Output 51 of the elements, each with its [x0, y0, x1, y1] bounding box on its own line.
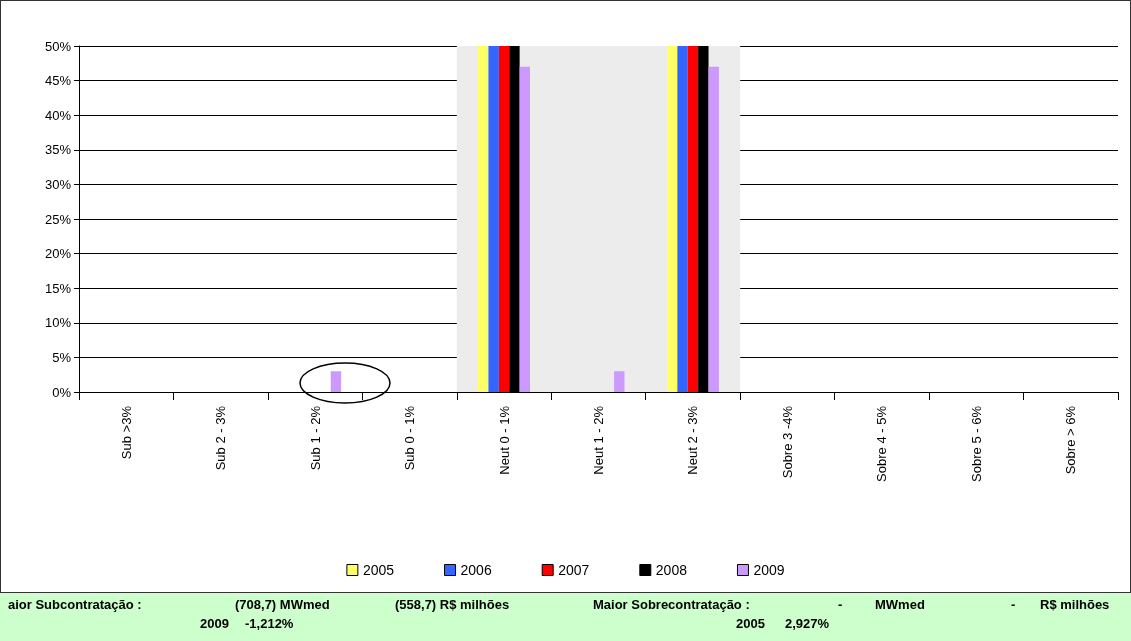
y-tick-label: 10%: [44, 315, 72, 331]
bar: [687, 46, 699, 392]
x-tick-label: Sub 1 - 2%: [307, 405, 323, 471]
x-tick-label: Sobre 4 - 5%: [874, 405, 890, 482]
text: -: [1011, 597, 1016, 612]
bar: [498, 46, 510, 392]
y-tick-label: 50%: [44, 38, 72, 54]
y-tick-label: 20%: [44, 246, 72, 262]
y-tick-label: 25%: [44, 211, 72, 227]
text: MWmed: [875, 597, 925, 612]
legend-label: 2009: [753, 562, 785, 578]
text: (558,7) R$ milhões: [395, 597, 510, 612]
x-tick-label: Neut 2 - 3%: [685, 405, 701, 475]
x-tick-label: Sobre > 6%: [1063, 405, 1079, 475]
x-tick-label: Neut 0 - 1%: [496, 405, 512, 475]
bar: [666, 46, 678, 392]
x-tick-label: Sub >3%: [118, 405, 134, 460]
bar: [698, 46, 709, 392]
text: Maior Sobrecontratação :: [593, 597, 750, 612]
text: 2009: [200, 616, 229, 631]
text: 2005: [736, 616, 765, 631]
legend-label: 2008: [655, 562, 688, 578]
bar: [488, 46, 499, 392]
x-tick-label: Sub 2 - 3%: [213, 405, 229, 471]
y-tick-label: 45%: [44, 73, 72, 89]
bar: [614, 371, 625, 392]
y-tick-label: 15%: [44, 280, 72, 296]
x-tick-label: Neut 1 - 2%: [591, 405, 606, 475]
y-tick-label: 5%: [52, 349, 72, 365]
bar: [677, 46, 688, 392]
y-tick-label: 40%: [44, 107, 72, 123]
bar: [478, 46, 489, 392]
legend-label: 2006: [460, 562, 492, 578]
y-tick-label: 30%: [44, 176, 72, 192]
x-tick-label: Sobre 3 -4%: [779, 405, 795, 479]
bar: [330, 371, 342, 392]
text: R$ milhões: [1040, 597, 1110, 612]
bar: [708, 66, 719, 392]
legend-label: 2007: [558, 562, 590, 578]
bar: [509, 46, 520, 392]
text: (708,7) MWmed: [235, 597, 330, 612]
y-tick-label: 35%: [44, 142, 72, 158]
x-tick-label: Sub 0 - 1%: [402, 405, 418, 471]
text: aior Subcontratação :: [8, 597, 142, 612]
bar: [519, 66, 531, 392]
legend-label: 2005: [362, 562, 395, 578]
x-tick-label: Sobre 5 - 6%: [968, 405, 984, 482]
text: -1,212%: [245, 616, 294, 631]
text: -: [838, 597, 843, 612]
y-tick-label: 0%: [52, 384, 72, 400]
text: 2,927%: [785, 616, 830, 631]
